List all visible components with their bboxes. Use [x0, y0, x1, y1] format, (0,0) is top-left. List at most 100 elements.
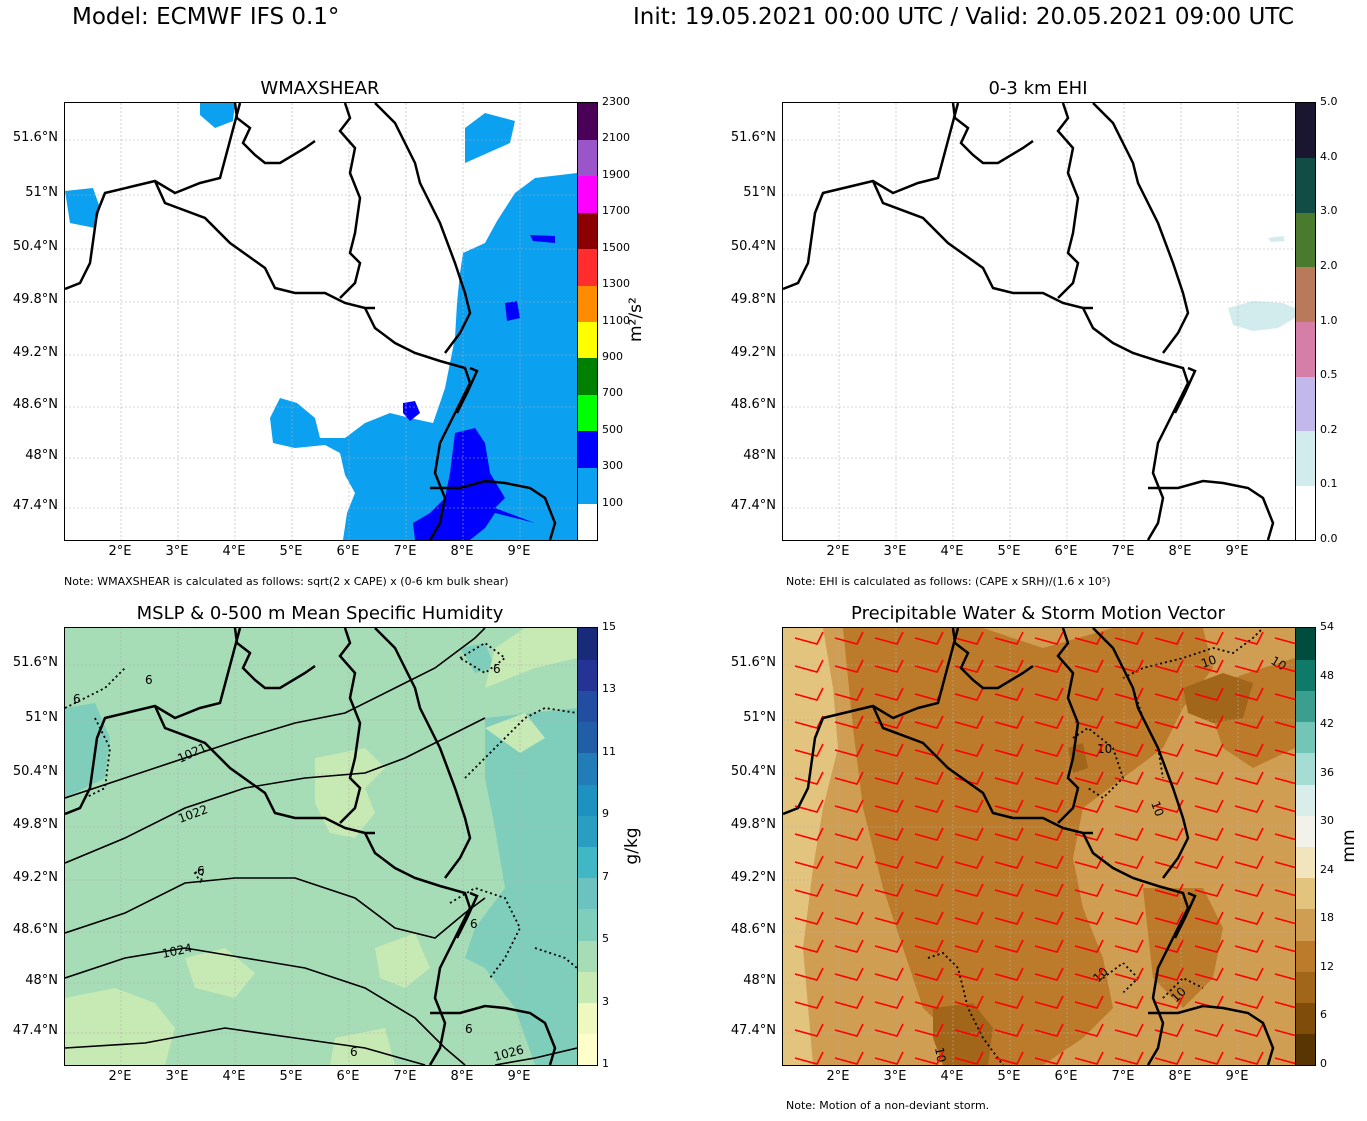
- lon-label: 6°E: [336, 1069, 360, 1084]
- storm-motion-barb: [874, 1023, 904, 1037]
- storm-motion-barb: [794, 687, 824, 701]
- storm-motion-barb: [954, 855, 984, 869]
- colorbar-segment: [578, 815, 597, 847]
- storm-motion-barb: [994, 827, 1024, 841]
- storm-motion-barb: [834, 939, 864, 953]
- colorbar-tick-label: 900: [602, 349, 623, 363]
- storm-motion-barb: [1154, 911, 1184, 925]
- humidity-contours: [65, 641, 577, 979]
- colorbar-tick-label: 42: [1320, 717, 1334, 731]
- storm-motion-barb: [1114, 799, 1144, 813]
- colorbar-tick-label: 0.0: [1320, 532, 1338, 545]
- lon-label: 7°E: [1111, 544, 1135, 559]
- colorbar-segment: [578, 971, 597, 1004]
- colorbar-segment: [578, 752, 597, 785]
- storm-motion-barb: [954, 771, 984, 785]
- humidity-region-dry: [185, 948, 255, 998]
- colorbar-segment: [1296, 103, 1315, 159]
- shear-region-300: [403, 401, 420, 421]
- colorbar-tick-label: 1900: [602, 167, 630, 181]
- lon-label: 5°E: [279, 544, 303, 559]
- storm-motion-barb: [954, 687, 984, 701]
- storm-motion-barb: [1074, 771, 1104, 785]
- colorbar-segment: [578, 103, 597, 140]
- lat-label: 50.4°N: [730, 764, 776, 779]
- storm-motion-barb: [1234, 855, 1264, 869]
- storm-motion-barb: [1114, 911, 1144, 925]
- lon-label: 7°E: [393, 1069, 417, 1084]
- lat-label: 51°N: [743, 185, 776, 200]
- lat-label: 51.6°N: [12, 130, 58, 145]
- colorbar-segment: [578, 690, 597, 723]
- storm-motion-barb: [1194, 883, 1224, 897]
- storm-motion-barb: [1274, 805, 1295, 813]
- lon-label: 7°E: [1111, 1069, 1135, 1084]
- storm-motion-barb: [1194, 1023, 1224, 1037]
- colorbar-unit: m²/s²: [626, 297, 646, 342]
- storm-motion-barb: [1074, 939, 1104, 953]
- humidity-region-dry: [315, 748, 385, 838]
- storm-motion-barb: [874, 995, 904, 1009]
- pw-contour-label: 10: [932, 1046, 948, 1063]
- storm-motion-barb: [994, 771, 1024, 785]
- borders: [783, 103, 1275, 540]
- storm-motion-barb: [1234, 911, 1264, 925]
- storm-motion-barb: [1234, 939, 1264, 953]
- colorbar-segment: [1296, 212, 1315, 268]
- colorbar-tick-label: 5.0: [1320, 95, 1338, 108]
- storm-motion-barb: [874, 1051, 904, 1065]
- storm-motion-barb: [1154, 771, 1184, 785]
- colorbar-tick-label: 15: [602, 620, 616, 633]
- storm-motion-barb: [874, 743, 904, 757]
- storm-motion-barb: [954, 1023, 984, 1037]
- colorbar-segment: [578, 321, 597, 359]
- storm-motion-barb: [1114, 855, 1144, 869]
- storm-motion-barb: [874, 883, 904, 897]
- colorbar-tick-label: 1.0: [1320, 313, 1338, 327]
- storm-motion-barb: [1034, 631, 1064, 645]
- storm-motion-barb: [1114, 1051, 1144, 1065]
- storm-motion-barb: [1274, 721, 1295, 729]
- colorbar-segment: [1296, 971, 1315, 1004]
- colorbar-tick-label: 9: [602, 807, 609, 821]
- colorbar-tick-label: 18: [1320, 911, 1334, 925]
- lat-label: 51.6°N: [12, 655, 58, 670]
- storm-motion-barb: [994, 939, 1024, 953]
- storm-motion-barb: [954, 743, 984, 757]
- colorbar-tick-label: 700: [602, 386, 623, 400]
- lon-label: 2°E: [108, 1069, 132, 1084]
- storm-motion-barb: [834, 1051, 864, 1065]
- storm-motion-barb: [1234, 687, 1264, 701]
- lat-label: 49.2°N: [730, 345, 776, 360]
- colorbar-tick-label: 7: [602, 869, 609, 883]
- storm-motion-barb: [994, 911, 1024, 925]
- storm-motion-barb: [1194, 855, 1224, 869]
- isobar-label: 1021: [175, 740, 209, 766]
- storm-motion-barb: [1274, 1029, 1295, 1037]
- colorbar-tick-label: 1: [602, 1057, 609, 1070]
- colorbar-tick-label: 30: [1320, 814, 1334, 828]
- storm-motion-barb: [1274, 665, 1295, 673]
- storm-motion-barb: [1234, 743, 1264, 757]
- colorbar-ehi: [1295, 102, 1316, 541]
- lat-label: 48.6°N: [12, 922, 58, 937]
- shear-region-300: [530, 235, 555, 243]
- humidity-region-dry: [65, 988, 175, 1065]
- panel-note: Note: EHI is calculated as follows: (CAP…: [786, 575, 1111, 588]
- pw-region-light: [783, 628, 838, 1065]
- storm-motion-barb: [914, 631, 944, 645]
- colorbar-segment: [578, 430, 597, 468]
- storm-motion-barb: [1274, 749, 1295, 757]
- colorbar-segment: [1296, 908, 1315, 941]
- map-ehi: [782, 102, 1296, 541]
- pw-contour-label: 10: [1148, 799, 1166, 818]
- pw-contour-label: 10: [1199, 652, 1218, 670]
- storm-motion-barb: [834, 1023, 864, 1037]
- storm-motion-barb: [794, 659, 824, 673]
- storm-motion-barb: [914, 715, 944, 729]
- lat-label: 50.4°N: [12, 764, 58, 779]
- borders: [65, 103, 557, 540]
- lat-label: 48.6°N: [730, 397, 776, 412]
- lon-label: 8°E: [1168, 1069, 1192, 1084]
- storm-motion-barb: [954, 827, 984, 841]
